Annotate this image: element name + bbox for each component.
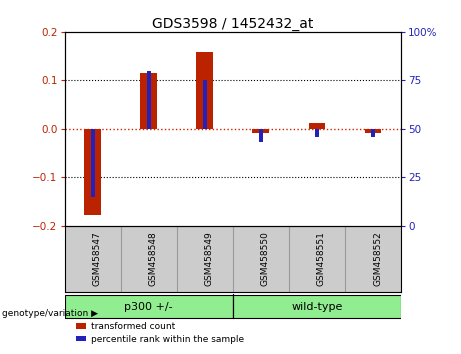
Text: GSM458547: GSM458547 — [93, 231, 101, 286]
Title: GDS3598 / 1452432_at: GDS3598 / 1452432_at — [152, 17, 313, 31]
Bar — [308, 123, 325, 129]
Bar — [84, 129, 101, 215]
Bar — [91, 129, 95, 197]
Bar — [76, 323, 86, 329]
Text: percentile rank within the sample: percentile rank within the sample — [91, 335, 245, 343]
Bar — [233, 295, 401, 318]
Bar — [203, 80, 207, 129]
Bar — [196, 52, 213, 129]
Bar — [371, 129, 375, 137]
Bar — [140, 73, 157, 129]
Bar — [259, 129, 263, 142]
Bar — [147, 71, 151, 129]
Text: GSM458549: GSM458549 — [205, 231, 214, 286]
Text: GSM458551: GSM458551 — [317, 231, 326, 286]
Bar — [65, 295, 233, 318]
Text: genotype/variation ▶: genotype/variation ▶ — [2, 309, 98, 318]
Text: p300 +/-: p300 +/- — [124, 302, 173, 312]
Text: GSM458552: GSM458552 — [373, 231, 382, 286]
Bar — [315, 129, 319, 137]
Bar — [76, 336, 86, 342]
Bar — [253, 129, 269, 133]
Bar — [365, 129, 381, 133]
Text: GSM458550: GSM458550 — [261, 231, 270, 286]
Text: GSM458548: GSM458548 — [148, 231, 158, 286]
Text: wild-type: wild-type — [291, 302, 343, 312]
Text: transformed count: transformed count — [91, 322, 176, 331]
